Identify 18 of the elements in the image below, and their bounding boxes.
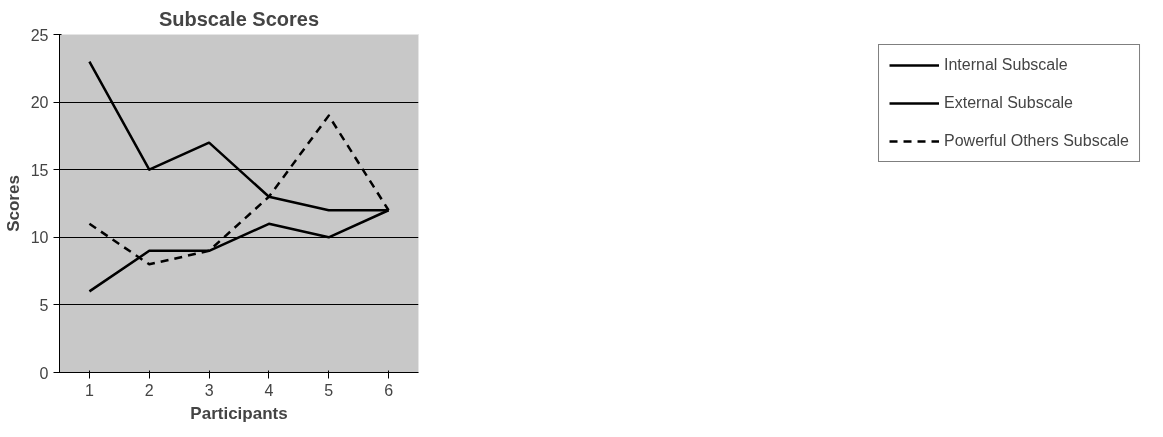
x-tick-label: 6: [384, 381, 394, 399]
x-tick-label: 2: [144, 381, 154, 399]
legend-label: External Subscale: [944, 94, 1073, 112]
x-tick-label: 3: [204, 381, 214, 399]
y-tick-label: 0: [39, 364, 49, 382]
legend-label: Powerful Others Subscale: [944, 132, 1129, 150]
x-axis-title: Participants: [190, 403, 288, 423]
y-tick-label: 10: [30, 229, 49, 247]
x-tick-label: 5: [324, 381, 334, 399]
y-axis-title: Scores: [3, 175, 23, 232]
legend-label: Internal Subscale: [944, 56, 1068, 74]
y-tick-label: 5: [39, 296, 49, 314]
chart-title: Subscale Scores: [158, 7, 320, 30]
y-tick-label: 15: [30, 161, 49, 179]
y-tick-label: 20: [30, 94, 49, 112]
x-tick-label: 4: [264, 381, 274, 399]
y-tick-label: 25: [30, 26, 49, 44]
x-tick-label: 1: [84, 381, 94, 399]
